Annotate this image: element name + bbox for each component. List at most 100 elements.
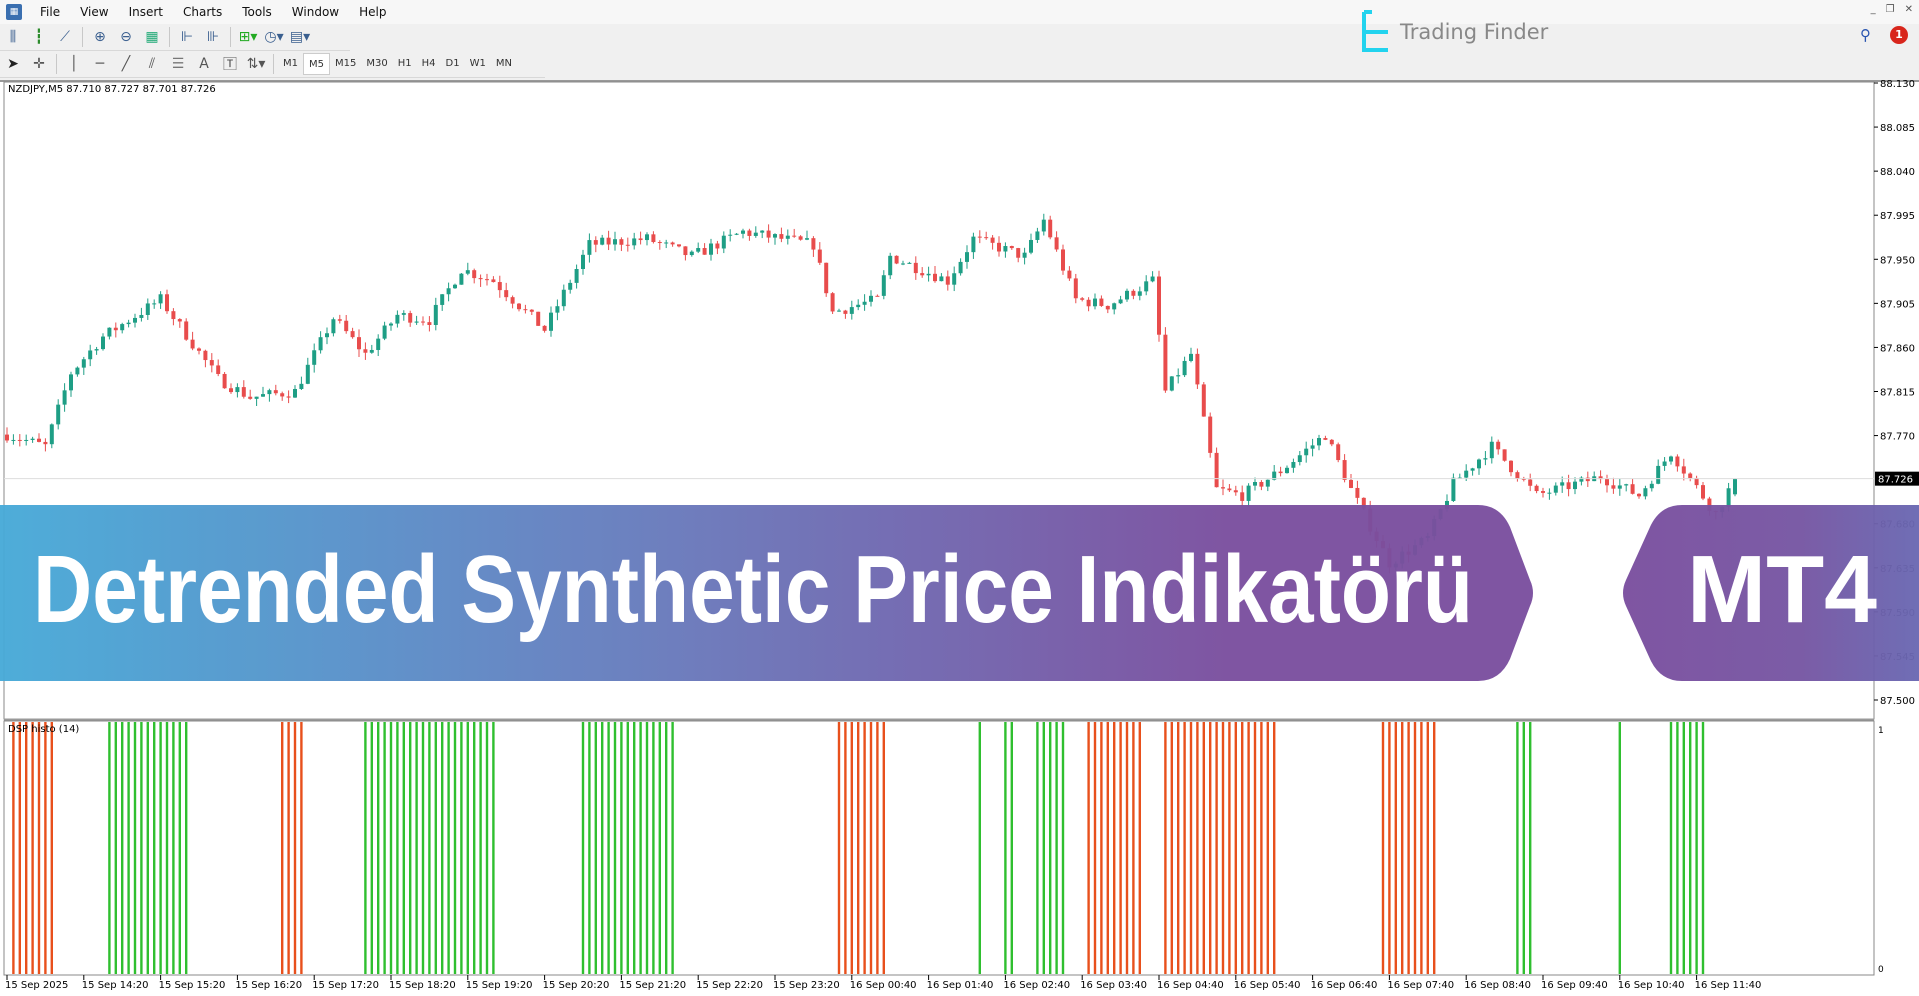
bar-chart-icon[interactable]: ⫼ [9, 29, 17, 45]
candle-body [1118, 299, 1123, 304]
candle [363, 342, 368, 360]
candle [1246, 483, 1251, 507]
menu-insert[interactable]: Insert [128, 5, 163, 19]
candle [318, 331, 323, 354]
candle [222, 372, 227, 389]
candle-body [62, 390, 67, 405]
timeframe-m5[interactable]: M5 [303, 53, 330, 75]
timeframe-h1[interactable]: H1 [397, 58, 412, 69]
menu-file[interactable]: File [40, 5, 61, 19]
time-label: 16 Sep 10:40 [1618, 980, 1685, 991]
crosshair-icon[interactable]: ✛ [33, 56, 45, 72]
candlestick-chart-icon[interactable]: ┇ [34, 29, 44, 45]
arrows-icon[interactable]: ⇅▾ [246, 56, 266, 72]
periods-clock-icon[interactable]: ◷▾ [264, 29, 284, 45]
candle-body [1240, 492, 1245, 501]
timeframe-m15[interactable]: M15 [335, 58, 357, 69]
menu-view[interactable]: View [80, 5, 109, 19]
candle [17, 434, 22, 447]
candle [875, 294, 880, 297]
timeframe-h4[interactable]: H4 [421, 58, 436, 69]
candle-body [485, 279, 489, 281]
histogram-bar-up [626, 722, 629, 974]
candle [1086, 297, 1091, 312]
candle [1105, 305, 1110, 314]
candle-body [133, 317, 137, 323]
candle-body [1291, 462, 1296, 468]
minimize-icon[interactable]: _ [1870, 4, 1876, 15]
candle-body [94, 349, 99, 351]
notification-badge[interactable]: 1 [1890, 26, 1908, 44]
candle-body [753, 232, 758, 236]
candle [325, 327, 329, 345]
horizontal-line-icon[interactable]: ─ [95, 56, 105, 72]
candle [165, 289, 169, 314]
histogram-bar-down [1433, 722, 1436, 974]
candle-body [305, 364, 310, 384]
candle [1637, 493, 1641, 499]
candle-body [446, 288, 451, 295]
timeframe-m30[interactable]: M30 [366, 58, 388, 69]
vertical-line-icon[interactable]: │ [69, 56, 79, 72]
histogram-bar-down [837, 722, 841, 974]
price-tick-label: 87.500 [1880, 696, 1915, 707]
templates-icon[interactable]: ▤▾ [289, 29, 311, 45]
search-icon[interactable]: ⚲ [1860, 26, 1871, 44]
timeframe-m1[interactable]: M1 [283, 58, 298, 69]
histogram-bar-down [1253, 722, 1257, 974]
autoscroll-icon[interactable]: ⊪ [206, 29, 220, 45]
candle [1022, 247, 1027, 265]
candle [497, 275, 502, 298]
indicator-label: DSP histo (14) [8, 724, 80, 735]
histogram-bar-down [1093, 722, 1097, 974]
close-icon[interactable]: ✕ [1904, 4, 1913, 15]
candle [657, 240, 662, 250]
candle-body [606, 237, 611, 245]
fibonacci-icon[interactable]: ☰ [171, 56, 185, 72]
menu-window[interactable]: Window [291, 5, 340, 19]
candle [337, 314, 342, 324]
chart-shift-icon[interactable]: ⊩ [180, 29, 194, 45]
restore-icon[interactable]: ❐ [1885, 4, 1895, 15]
timeframe-w1[interactable]: W1 [469, 58, 486, 69]
price-tick-label: 88.130 [1880, 79, 1915, 90]
histogram-bar-up [1516, 722, 1519, 974]
candle [331, 317, 336, 337]
time-label: 15 Sep 23:20 [773, 980, 840, 991]
text-icon[interactable]: A [199, 56, 209, 72]
candle-body [177, 319, 182, 322]
candle-body [683, 246, 688, 256]
candle-body [517, 303, 521, 310]
window-controls: _ ❐ ✕ [1871, 4, 1913, 15]
candle-body [1336, 444, 1341, 461]
zoom-in-icon[interactable]: ⊕ [94, 29, 106, 45]
candle [753, 226, 758, 238]
candle-body [1259, 482, 1264, 487]
candle-body [1297, 455, 1302, 463]
histogram-bar-down [1241, 722, 1244, 974]
line-chart-icon[interactable]: ⟋ [60, 29, 70, 45]
menu-tools[interactable]: Tools [242, 5, 272, 19]
tile-windows-icon[interactable]: ▦ [145, 29, 159, 45]
indicators-icon[interactable]: ⊞▾ [238, 29, 258, 45]
candle [209, 353, 214, 373]
text-label-icon[interactable]: 🅃 [223, 57, 237, 73]
logo-text: Trading Finder [1400, 20, 1549, 44]
time-label: 16 Sep 07:40 [1387, 980, 1454, 991]
histogram-bar-up [441, 722, 444, 974]
candle-body [741, 230, 745, 234]
candle [1534, 484, 1539, 494]
histogram-bar-down [863, 722, 866, 974]
timeframe-d1[interactable]: D1 [445, 58, 460, 69]
candle [837, 308, 841, 312]
menu-charts[interactable]: Charts [183, 5, 223, 19]
cursor-icon[interactable]: ➤ [7, 56, 19, 72]
candle [606, 230, 611, 251]
trendline-icon[interactable]: ╱ [121, 56, 131, 72]
candle-body [1681, 466, 1686, 474]
menu-help[interactable]: Help [359, 5, 387, 19]
timeframe-mn[interactable]: MN [495, 58, 512, 69]
equidistant-channel-icon[interactable]: ⫽ [148, 56, 156, 72]
zoom-out-icon[interactable]: ⊖ [120, 29, 132, 45]
